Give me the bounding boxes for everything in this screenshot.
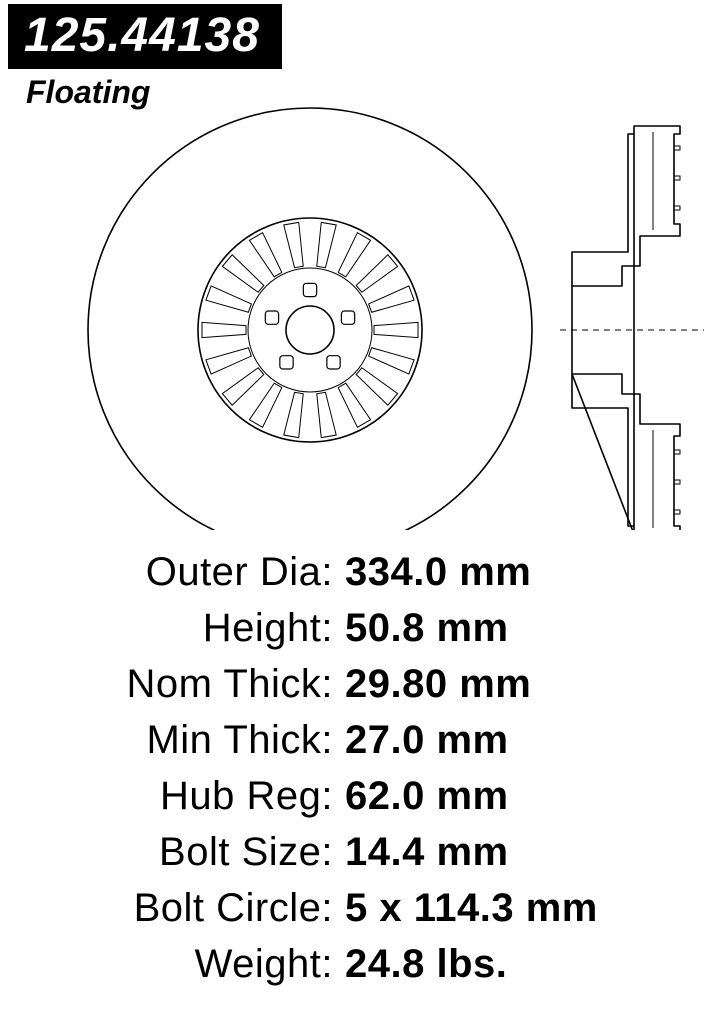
spec-label: Bolt Size: [35,824,345,880]
part-number-header: 125.44138 [8,4,282,69]
spec-label: Bolt Circle: [35,880,345,936]
spec-row: Outer Dia:334.0 mm [0,544,720,600]
spec-value: 62.0 mm [345,768,685,824]
spec-value: 5 x 114.3 mm [345,880,685,936]
spec-label: Nom Thick: [35,656,345,712]
spec-row: Bolt Size:14.4 mm [0,824,720,880]
spec-label: Height: [35,600,345,656]
spec-label: Hub Reg: [35,768,345,824]
spec-row: Height:50.8 mm [0,600,720,656]
rotor-diagram [0,90,720,530]
spec-value: 27.0 mm [345,712,685,768]
spec-value: 24.8 lbs. [345,936,685,992]
spec-value: 334.0 mm [345,544,685,600]
spec-label: Min Thick: [35,712,345,768]
spec-label: Outer Dia: [35,544,345,600]
spec-row: Bolt Circle:5 x 114.3 mm [0,880,720,936]
spec-row: Hub Reg:62.0 mm [0,768,720,824]
spec-value: 14.4 mm [345,824,685,880]
spec-label: Weight: [35,936,345,992]
spec-value: 29.80 mm [345,656,685,712]
spec-row: Weight:24.8 lbs. [0,936,720,992]
spec-row: Nom Thick:29.80 mm [0,656,720,712]
spec-value: 50.8 mm [345,600,685,656]
spec-row: Min Thick:27.0 mm [0,712,720,768]
spec-table: Outer Dia:334.0 mmHeight:50.8 mmNom Thic… [0,544,720,992]
rotor-svg [0,90,720,530]
